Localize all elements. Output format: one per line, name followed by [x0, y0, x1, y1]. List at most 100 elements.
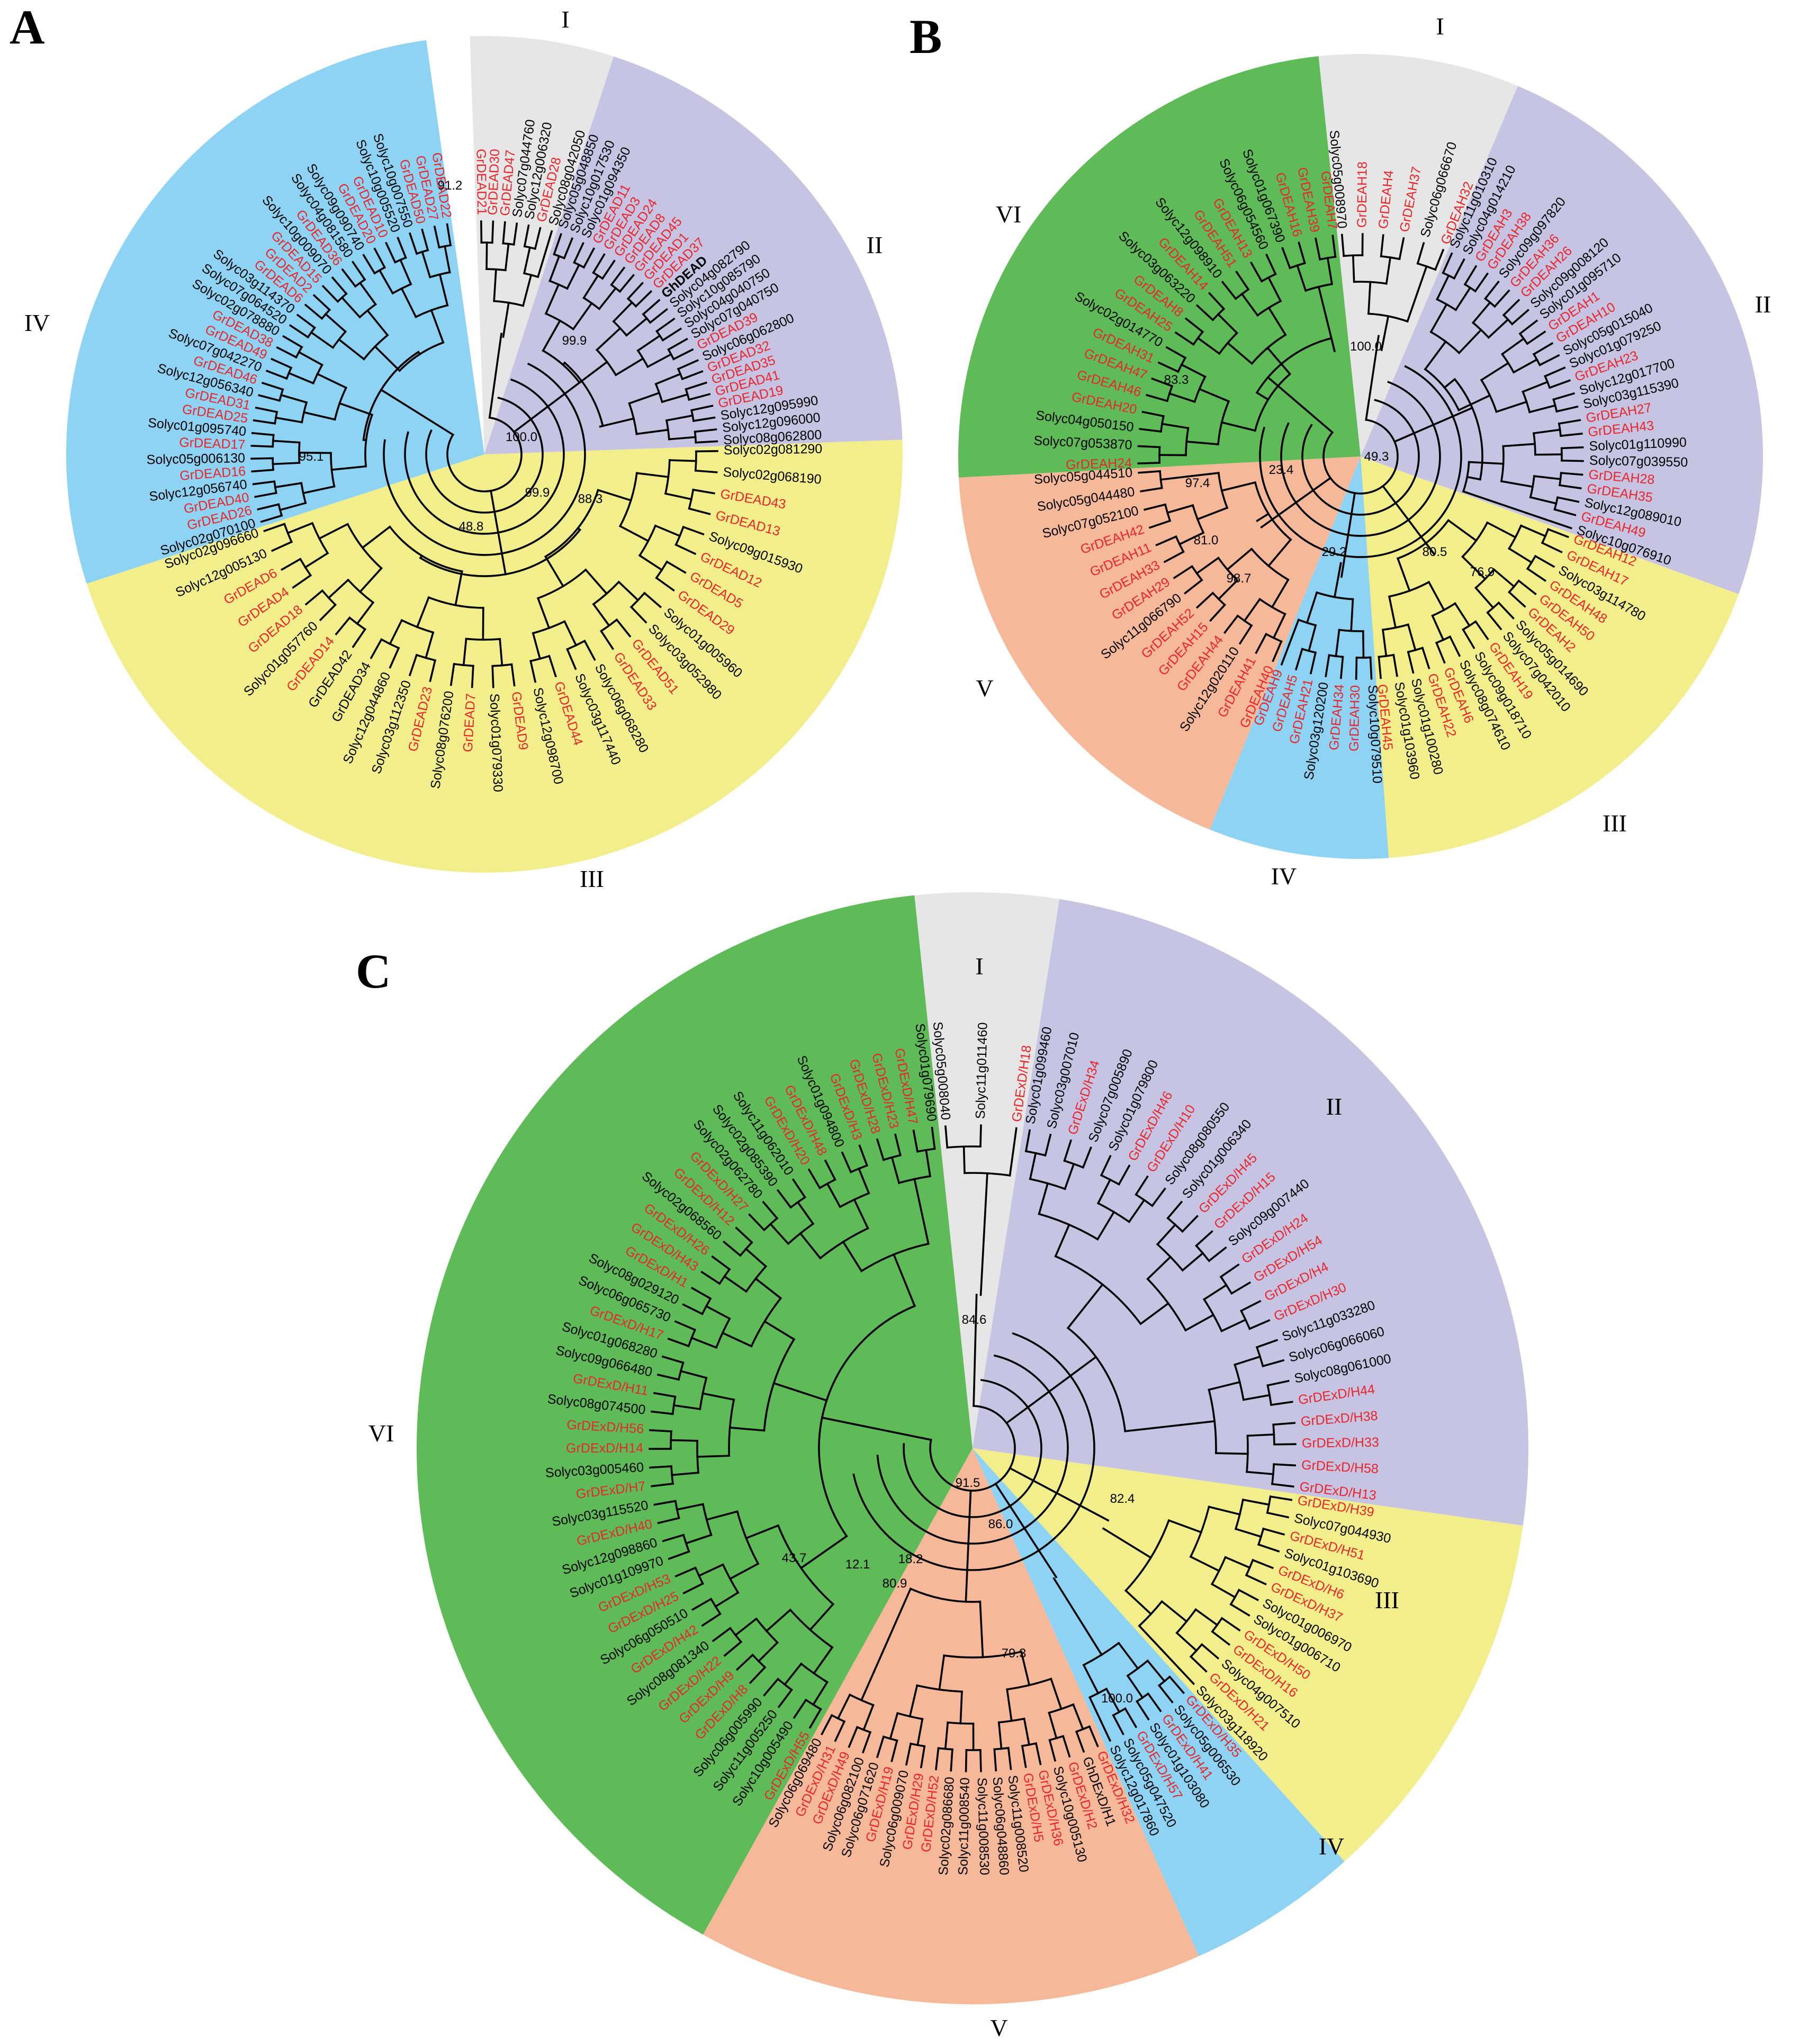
- branch: [1466, 476, 1481, 481]
- backbone-branch: [490, 489, 507, 576]
- branch: [548, 255, 561, 282]
- branch: [1559, 484, 1582, 490]
- branch: [1429, 303, 1448, 334]
- branch: [1189, 1655, 1208, 1673]
- clade-numeral: V: [990, 2014, 1007, 2041]
- branch: [1223, 614, 1239, 634]
- branch: [251, 469, 275, 473]
- branch: [1082, 1624, 1103, 1656]
- branch: [1139, 1302, 1170, 1325]
- branch: [1502, 443, 1536, 447]
- branch: [462, 638, 467, 667]
- branch: [271, 540, 293, 552]
- branch: [1555, 405, 1579, 413]
- branch: [1406, 290, 1419, 323]
- branch: [521, 274, 533, 307]
- branch: [1325, 654, 1330, 677]
- branch: [1146, 1256, 1172, 1280]
- bootstrap-value: 23.4: [1269, 463, 1294, 477]
- backbone-branch: [1365, 335, 1380, 421]
- branch: [1335, 629, 1340, 658]
- bootstrap-value: 100.0: [506, 430, 537, 444]
- panel-C-branches: [649, 1124, 1297, 1772]
- branch: [1273, 1443, 1297, 1446]
- branch: [251, 432, 275, 436]
- leaf-label: Solyc11g008530: [975, 1777, 992, 1875]
- branch: [352, 627, 367, 648]
- branch: [723, 1640, 743, 1657]
- backbone-arc: [383, 362, 586, 556]
- branch: [1082, 1146, 1092, 1169]
- branch: [1221, 281, 1237, 300]
- branch: [1330, 337, 1336, 353]
- branch: [688, 507, 711, 515]
- branch: [1173, 564, 1194, 579]
- branch: [913, 1178, 923, 1212]
- branch: [553, 233, 562, 256]
- branch: [278, 501, 307, 512]
- branch: [1492, 568, 1516, 588]
- branch: [430, 309, 445, 344]
- branch: [1255, 633, 1267, 655]
- branch: [1123, 1707, 1138, 1728]
- branch: [1155, 535, 1177, 546]
- branch: [1495, 501, 1527, 514]
- branch: [261, 381, 284, 391]
- bootstrap-value: 43.7: [782, 1551, 807, 1565]
- branch: [1139, 428, 1162, 433]
- bootstrap-value: 49.3: [1364, 450, 1389, 464]
- branch: [1407, 623, 1417, 651]
- backbone-arc: [404, 378, 565, 535]
- branch: [1355, 657, 1358, 680]
- branch: [1241, 1499, 1271, 1506]
- branch: [1048, 1738, 1057, 1762]
- branch: [1181, 1252, 1204, 1272]
- branch: [1088, 1696, 1103, 1723]
- branch: [1538, 354, 1560, 366]
- branch: [302, 485, 336, 495]
- branch: [1421, 647, 1430, 669]
- branch: [610, 266, 626, 286]
- branch: [1198, 388, 1230, 403]
- branch: [1240, 1299, 1262, 1312]
- branch: [1272, 613, 1286, 640]
- branch: [634, 290, 653, 308]
- branch: [612, 301, 634, 323]
- clade-numeral: III: [580, 865, 604, 892]
- branch: [858, 1144, 869, 1167]
- branch: [351, 261, 366, 281]
- branch: [665, 560, 687, 574]
- panel-C-bootstrap-values: 84.6 91.5 82.4 86.0 18.2 12.1 43.7 80.9 79.3 100.…: [782, 1313, 1135, 1706]
- branch: [321, 285, 339, 303]
- branch: [690, 1286, 712, 1300]
- branch: [654, 372, 682, 386]
- branch: [263, 523, 286, 532]
- branch: [1135, 1175, 1149, 1196]
- branch: [661, 393, 689, 404]
- branch: [471, 665, 474, 688]
- branch: [1049, 1678, 1063, 1710]
- branch: [1501, 337, 1525, 356]
- branch: [638, 554, 663, 571]
- branch: [449, 662, 455, 686]
- branch: [763, 1320, 796, 1341]
- branch: [366, 309, 389, 337]
- branch: [657, 1517, 680, 1525]
- branch: [1529, 496, 1558, 505]
- branch: [853, 1198, 869, 1230]
- branch: [696, 1455, 731, 1458]
- branch: [257, 503, 280, 511]
- branch: [1398, 237, 1405, 261]
- branch: [1009, 1148, 1015, 1177]
- branch: [700, 1270, 721, 1285]
- leaf-label: Solyc05g006130: [147, 451, 246, 467]
- branch: [1054, 1223, 1070, 1258]
- branch: [643, 591, 662, 608]
- branch: [1442, 252, 1453, 274]
- branch: [1138, 1624, 1163, 1651]
- branch: [1137, 445, 1161, 449]
- branch: [694, 469, 718, 473]
- branch: [444, 245, 451, 274]
- bootstrap-value: 80.9: [883, 1576, 907, 1591]
